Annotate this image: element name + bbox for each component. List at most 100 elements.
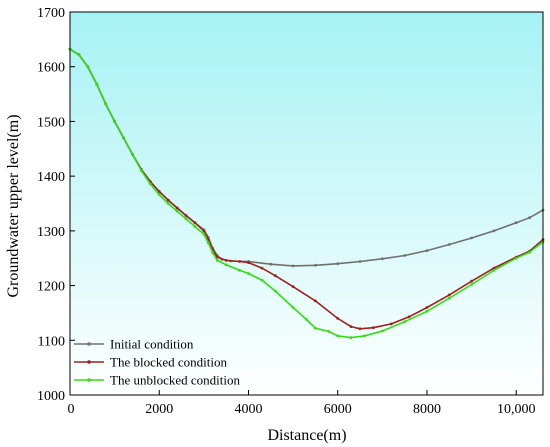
legend-swatch-marker [87,360,91,364]
data-point [131,152,134,156]
data-point [238,260,242,263]
data-point [193,225,197,228]
x-tick-label: 10,000 [497,402,536,417]
data-point [447,243,451,246]
series-line-3 [69,48,544,339]
data-point [184,214,188,217]
x-tick-label: 4000 [234,402,262,417]
data-point [492,229,496,233]
data-point [492,266,496,270]
data-point [224,263,228,267]
data-point [291,285,295,289]
data-point [77,53,81,57]
data-point [363,334,366,338]
x-axis-title: Distance(m) [267,427,346,444]
axes-layer: 0 2000 4000 6000 8000 10,000 1000 1100 1200 1300 1… [37,6,535,417]
y-tick-label: 1000 [37,389,65,404]
y-axis-title: Groundwater upper level(m) [5,114,22,297]
data-point [202,229,206,233]
data-point [113,120,116,123]
data-point [224,259,228,262]
x-tick-label: 2000 [145,402,173,417]
data-point [202,232,206,236]
data-point [175,209,179,213]
data-point [349,336,353,339]
legend-swatch-marker [87,378,91,382]
data-point [528,250,531,254]
series-layer [68,47,545,339]
data-point [425,309,429,313]
data-point [291,264,295,268]
data-point [247,261,250,264]
data-point [314,326,317,330]
legend-label-2: The blocked condition [110,355,227,370]
data-point [349,325,353,328]
data-point [528,216,531,220]
data-point [157,190,161,193]
data-point [184,217,188,221]
data-point [492,268,496,272]
data-point [514,221,518,225]
data-point [104,102,108,106]
legend: Initial condition The blocked condition Th… [74,337,240,388]
y-tick-label: 1300 [37,225,65,240]
legend-swatch-marker [87,342,91,346]
data-point [314,263,317,267]
data-point [260,266,264,270]
data-point [269,262,273,266]
data-point [291,306,295,309]
data-point [336,334,340,338]
data-point [148,182,152,186]
plot-frame [69,11,544,396]
data-point [95,82,99,86]
data-point [447,296,451,300]
data-point [327,330,331,333]
data-point [122,136,125,140]
legend-label-1: Initial condition [110,337,194,352]
x-tick-label: 6000 [324,402,352,417]
data-point [358,260,362,263]
data-point [425,249,429,253]
data-point [470,279,473,283]
data-point [358,327,362,331]
x-tick-label: 0 [68,402,75,417]
data-point [166,202,170,205]
data-point [140,169,143,173]
data-point [407,315,411,319]
data-point [238,268,242,272]
data-point [260,278,264,282]
data-point [175,206,179,210]
y-tick-label: 1200 [37,280,65,295]
data-point [425,306,429,309]
y-tick-label: 1500 [37,115,65,130]
y-tick-label: 1700 [37,6,65,21]
y-tick-label: 1600 [37,61,65,76]
data-point [372,326,375,330]
data-point [447,293,451,297]
data-point [514,256,518,260]
data-point [381,257,384,261]
data-point [215,259,219,262]
data-point [470,236,473,240]
data-point [336,317,340,320]
y-tick-label: 1100 [38,334,65,349]
data-point [305,318,308,321]
x-tick-label: 8000 [413,402,441,417]
data-point [470,283,473,286]
y-tick-label: 1400 [37,170,65,185]
data-point [157,193,161,197]
data-point [273,289,277,293]
plot-area [70,12,543,395]
data-point [166,198,170,202]
data-point [86,65,90,69]
legend-label-3: The unblocked condition [110,373,240,388]
data-point [211,251,215,255]
data-point [273,274,277,278]
data-point [389,322,393,326]
data-point [336,262,340,266]
data-point [193,221,197,225]
data-point [403,320,407,324]
data-point [314,299,317,303]
data-point [381,329,384,333]
